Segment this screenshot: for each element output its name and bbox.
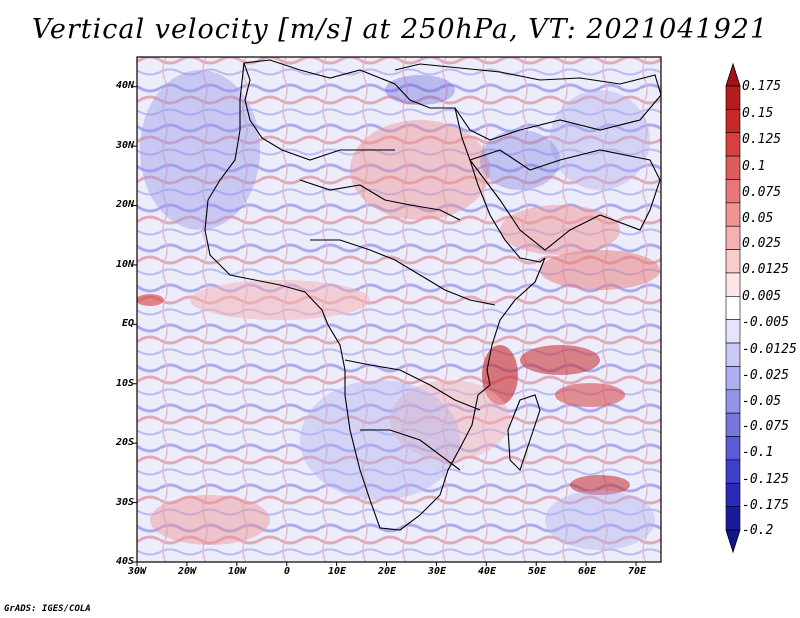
lon-tick-label: 10E — [327, 566, 347, 577]
credit-text: GrADS: IGES/COLA — [4, 604, 91, 614]
border-lines-5 — [360, 429, 461, 471]
lon-tick-label: 30E — [427, 566, 447, 577]
colorbar-label: 0.1 — [742, 159, 766, 174]
colorbar-segment — [725, 249, 741, 274]
colorbar-segment — [725, 482, 741, 507]
lat-tick-label: 30S — [115, 497, 134, 508]
lon-tick-label: 70E — [627, 566, 647, 577]
lon-tick-label: 50E — [527, 566, 547, 577]
velocity-field — [137, 57, 661, 562]
colorbar-segment — [725, 436, 741, 461]
colorbar-segment — [725, 459, 741, 484]
colorbar-label: 0.005 — [742, 289, 782, 304]
colorbar-segment — [725, 272, 741, 297]
lon-tick-label: 0 — [283, 566, 291, 577]
colorbar-segment — [725, 132, 741, 157]
colorbar — [725, 62, 741, 554]
madagascar-outline — [507, 394, 541, 472]
colorbar-label: 0.05 — [742, 211, 774, 226]
map-title: Vertical velocity [m/s] at 250hPa, VT: 2… — [31, 14, 769, 45]
lat-tick-label: 20N — [115, 199, 134, 210]
colorbar-label: 0.0125 — [742, 262, 789, 277]
lat-tick-label: 10S — [115, 378, 134, 389]
colorbar-label: -0.025 — [742, 368, 789, 383]
colorbar-label: -0.2 — [742, 523, 774, 538]
lat-tick-label: 20S — [115, 437, 134, 448]
colorbar-segment — [725, 506, 741, 531]
middle-east-outline — [394, 63, 661, 141]
colorbar-top-arrow — [725, 62, 741, 87]
colorbar-label: -0.1 — [742, 445, 774, 460]
lat-tick-label: 40S — [115, 556, 134, 567]
colorbar-segment — [725, 342, 741, 367]
colorbar-label: -0.05 — [742, 394, 782, 409]
border-lines-4 — [344, 359, 481, 411]
colorbar-segment — [725, 155, 741, 180]
lat-tick-label: 30N — [115, 140, 134, 151]
colorbar-label: -0.0125 — [742, 342, 797, 357]
colorbar-segment — [725, 366, 741, 391]
lon-tick-label: 10W — [227, 566, 247, 577]
colorbar-segment — [725, 319, 741, 344]
colorbar-segment — [725, 109, 741, 134]
colorbar-label: 0.175 — [742, 79, 782, 94]
colorbar-label: 0.025 — [742, 236, 782, 251]
lon-tick-label: 60E — [577, 566, 597, 577]
lon-tick-label: 20W — [177, 566, 197, 577]
lat-tick-label: 10N — [115, 259, 134, 270]
colorbar-segment — [725, 202, 741, 227]
lon-tick-label: 40E — [477, 566, 497, 577]
colorbar-segment — [725, 225, 741, 250]
africa-outline — [204, 59, 546, 531]
arabia-outline — [469, 149, 661, 251]
colorbar-segment — [725, 412, 741, 437]
border-lines — [243, 62, 395, 161]
plot-frame — [136, 56, 662, 563]
lat-tick-label: 40N — [115, 80, 134, 91]
lat-tick-label: EQ — [121, 318, 134, 329]
lon-tick-label: 20E — [377, 566, 397, 577]
colorbar-label: 0.125 — [742, 132, 782, 147]
colorbar-label: -0.175 — [742, 498, 789, 513]
colorbar-segment — [725, 389, 741, 414]
colorbar-bottom-arrow — [725, 529, 741, 554]
colorbar-segment — [725, 296, 741, 320]
lon-tick-label: 30W — [127, 566, 147, 577]
colorbar-label: -0.125 — [742, 472, 789, 487]
colorbar-label: -0.075 — [742, 419, 789, 434]
colorbar-label: 0.075 — [742, 185, 782, 200]
border-lines-3 — [310, 239, 496, 306]
colorbar-label: -0.005 — [742, 315, 789, 330]
colorbar-label: 0.15 — [742, 106, 774, 121]
coastlines — [204, 59, 661, 531]
axis-ticks — [133, 86, 637, 566]
border-lines-2 — [299, 179, 461, 221]
colorbar-segment — [725, 85, 741, 110]
colorbar-segment — [725, 179, 741, 204]
